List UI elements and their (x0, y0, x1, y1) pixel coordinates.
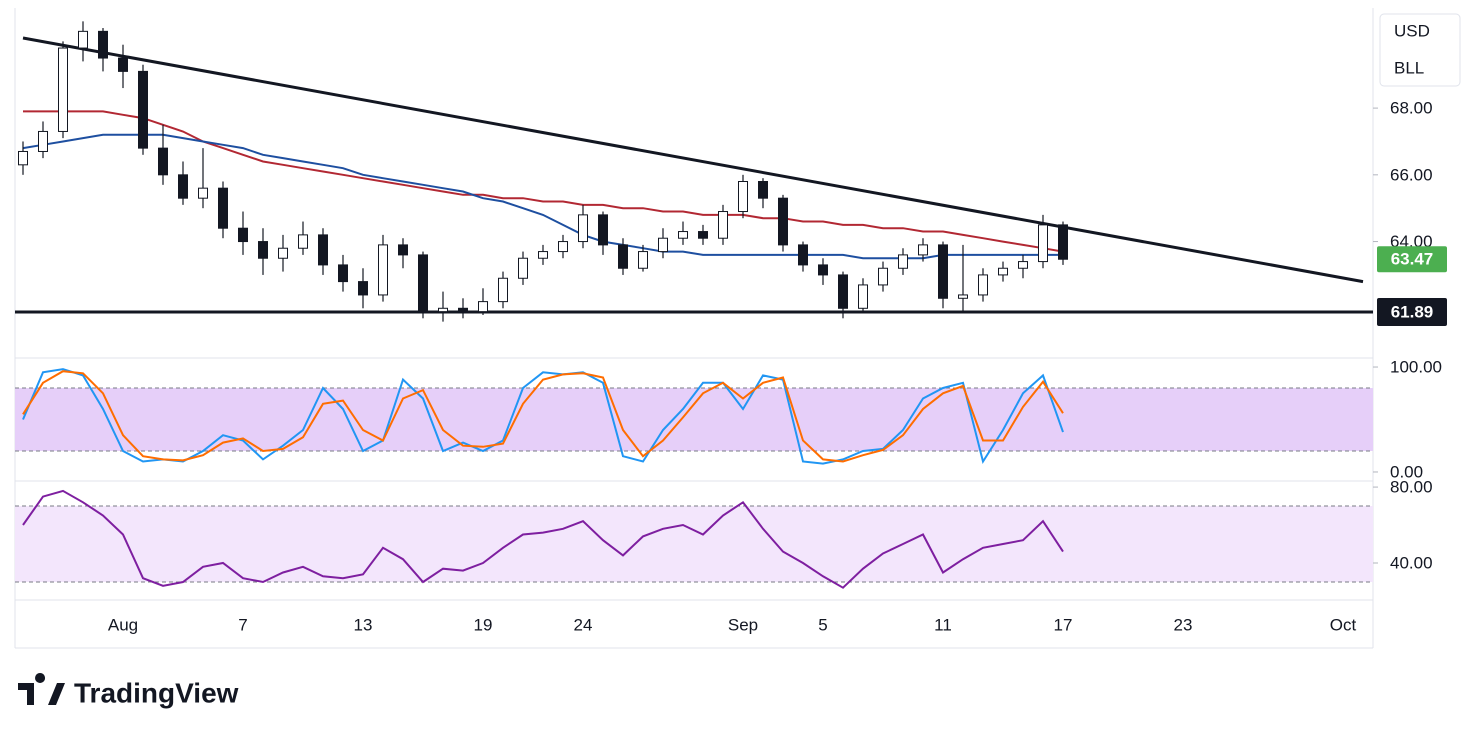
candle-body (1058, 224, 1068, 260)
candle-body (198, 187, 208, 199)
candle-body (258, 241, 268, 259)
candle-body (78, 30, 88, 49)
candle-body (598, 214, 608, 246)
last-price-label: 63.47 (1391, 250, 1434, 269)
candle-body (858, 284, 868, 309)
candle-body (398, 244, 408, 256)
candle-body (538, 251, 548, 259)
x-tick-label: Oct (1330, 615, 1357, 634)
indicator-line (23, 110, 1064, 253)
x-tick-label: 5 (818, 615, 827, 634)
candle-body (38, 130, 48, 152)
logo: TradingView (18, 673, 239, 708)
candle-body (578, 214, 588, 243)
x-tick-label: Aug (108, 615, 138, 634)
indicator-line (22, 489, 1064, 589)
y-tick-label: 80.00 (1390, 478, 1433, 497)
candle-body (1038, 224, 1048, 263)
candle-body (938, 244, 948, 299)
candle-body (58, 47, 68, 132)
candle-body (758, 181, 768, 199)
x-tick-label: 19 (474, 615, 493, 634)
brand: TradingView (74, 677, 239, 708)
candle-body (838, 274, 848, 309)
candle-body (218, 187, 228, 229)
x-tick-label: 11 (934, 615, 952, 634)
candle-body (338, 264, 348, 283)
candle-body (18, 150, 28, 166)
y-tick-label: 0.00 (1390, 462, 1423, 481)
currency-box (1379, 13, 1461, 87)
candle-body (998, 267, 1008, 276)
candle-body (98, 30, 108, 59)
level-label: 61.89 (1391, 302, 1434, 321)
candle-body (458, 307, 468, 313)
candle-body (158, 147, 168, 176)
candle-body (518, 257, 528, 279)
candle-body (678, 231, 688, 239)
indicator-line (22, 368, 1064, 465)
level-box (1377, 297, 1447, 326)
candle-body (738, 181, 748, 213)
last-price-box (1377, 246, 1447, 273)
candle-body (238, 227, 248, 243)
candle-body (498, 277, 508, 303)
x-tick-label: 24 (574, 615, 593, 634)
candle-body (358, 281, 368, 296)
trendline (22, 36, 1364, 284)
candle-body (418, 254, 428, 313)
candle-body (778, 197, 788, 246)
x-tick-label: 17 (1054, 615, 1073, 634)
candle-body (178, 174, 188, 199)
y-tick-label: 68.00 (1390, 99, 1433, 118)
x-tick-label: 7 (238, 615, 247, 634)
currency-label: BLL (1394, 58, 1424, 77)
candle-body (798, 244, 808, 266)
candle-body (638, 251, 648, 269)
candle-body (278, 247, 288, 259)
candle-body (298, 234, 308, 249)
candle-body (378, 244, 388, 296)
candle-body (718, 211, 728, 239)
candle-body (898, 254, 908, 269)
candle-body (698, 231, 708, 239)
candle-body (918, 244, 928, 256)
candle-body (138, 70, 148, 149)
candle-body (118, 57, 128, 72)
x-tick-label: Sep (728, 615, 758, 634)
candle-body (818, 264, 828, 276)
candle-body (1018, 261, 1028, 269)
band-fill (15, 388, 1373, 451)
candle-body (438, 307, 448, 313)
candle-body (878, 267, 888, 286)
logo-icon (18, 673, 65, 705)
candle-body (618, 244, 628, 269)
candle-body (478, 301, 488, 313)
candle-body (958, 294, 968, 299)
candle-body (658, 237, 668, 253)
indicator-line (22, 133, 1063, 260)
candle-body (318, 234, 328, 266)
x-tick-label: 23 (1174, 615, 1193, 634)
y-tick-label: 100.00 (1390, 358, 1442, 377)
currency-label: USD (1394, 21, 1430, 40)
x-tick-label: 13 (354, 615, 373, 634)
band-fill (15, 506, 1373, 582)
y-tick-label: 40.00 (1390, 553, 1433, 572)
indicator-line (22, 370, 1064, 463)
candle-body (558, 241, 568, 253)
candle-body (978, 274, 988, 296)
y-tick-label: 66.00 (1390, 165, 1433, 184)
